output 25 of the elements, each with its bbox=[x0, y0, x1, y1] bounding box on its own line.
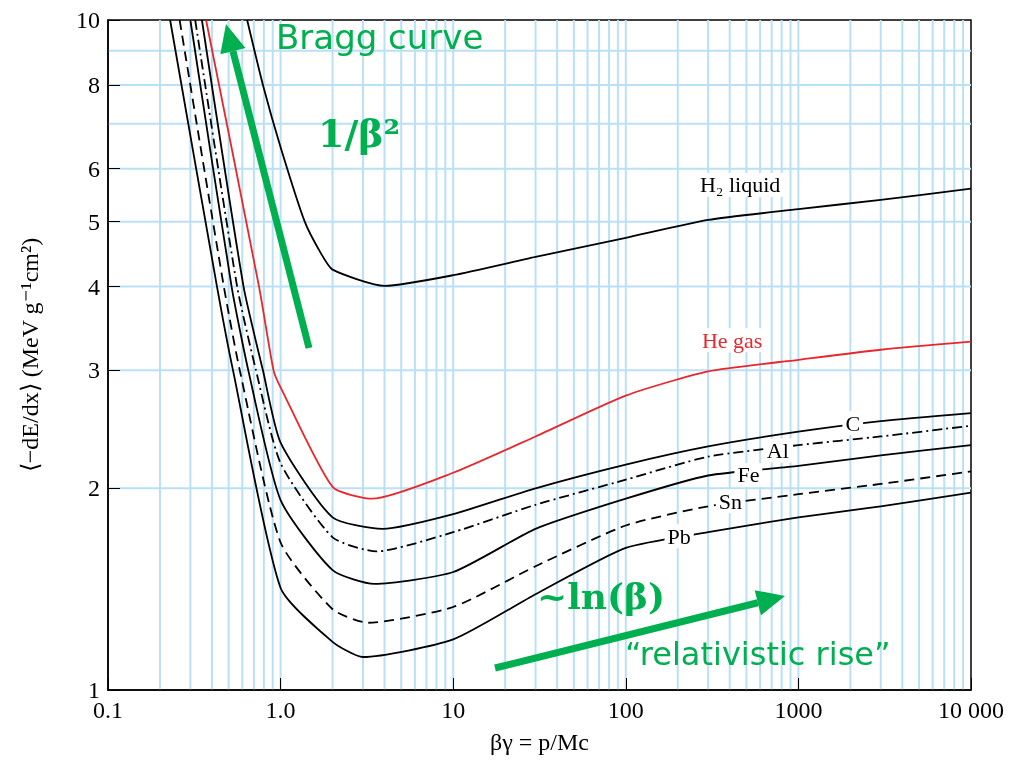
annotation: 1/β² bbox=[318, 111, 401, 156]
series-label: Fe bbox=[737, 462, 760, 488]
x-axis-title: βγ = p/Mc bbox=[489, 729, 590, 755]
y-tick-label: 6 bbox=[88, 155, 100, 182]
x-tick-label: 100 bbox=[607, 697, 644, 723]
x-tick-label: 10 000 bbox=[938, 697, 1004, 723]
x-tick-label: 1000 bbox=[774, 697, 823, 723]
y-tick-label: 5 bbox=[88, 208, 100, 235]
series-label: Sn bbox=[718, 488, 743, 514]
annotation: “relativistic rise” bbox=[625, 635, 891, 673]
series-label: Al bbox=[766, 437, 789, 463]
annotation: ~ln(β) bbox=[537, 575, 665, 617]
annotation: Bragg curve bbox=[276, 17, 484, 57]
y-axis-title: ⟨−dE/dx⟩ (MeV g⁻¹cm²) bbox=[17, 237, 43, 473]
y-tick-label: 10 bbox=[76, 7, 100, 33]
series-label: H₂ liquid bbox=[699, 172, 781, 198]
y-tick-label: 4 bbox=[88, 273, 100, 300]
series-label: Pb bbox=[667, 523, 691, 549]
y-tick-label: 3 bbox=[88, 357, 100, 384]
series-label: He gas bbox=[701, 327, 763, 353]
y-tick-label: 8 bbox=[88, 71, 100, 98]
y-tick-label: 2 bbox=[88, 475, 100, 502]
x-tick-label: 1.0 bbox=[265, 697, 296, 723]
x-tick-label: 10 bbox=[441, 697, 466, 723]
series-label: C bbox=[845, 410, 861, 436]
